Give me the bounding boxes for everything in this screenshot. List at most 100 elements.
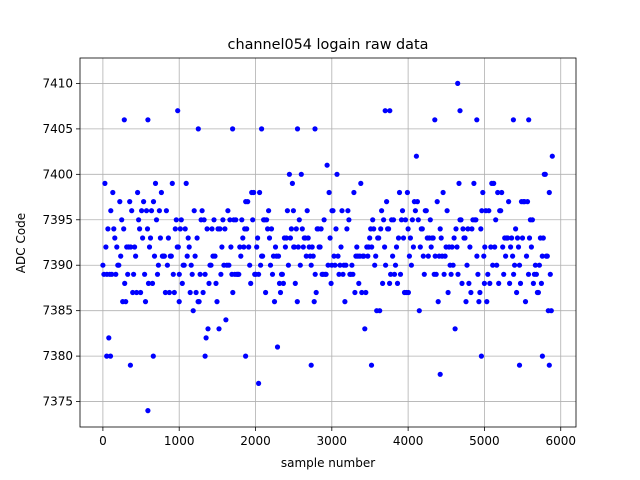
- data-point: [369, 244, 375, 250]
- data-point: [300, 244, 306, 250]
- data-point: [538, 280, 545, 286]
- data-point: [475, 271, 481, 277]
- data-point: [216, 326, 222, 332]
- data-point: [405, 289, 411, 296]
- data-point: [142, 299, 149, 305]
- data-point: [480, 189, 486, 196]
- data-point: [372, 262, 378, 268]
- data-point: [404, 189, 410, 196]
- data-point: [190, 308, 196, 314]
- data-point: [227, 217, 233, 223]
- data-point: [142, 271, 148, 277]
- data-point: [299, 226, 305, 232]
- data-point: [530, 280, 537, 286]
- data-point: [529, 217, 536, 223]
- data-point: [218, 271, 224, 277]
- data-point: [107, 353, 114, 359]
- x-tick-label: 4000: [393, 434, 424, 448]
- data-point: [408, 262, 414, 268]
- data-point: [275, 253, 282, 259]
- data-point: [386, 226, 392, 232]
- plot-frame: [79, 57, 577, 428]
- data-point: [186, 244, 192, 250]
- data-point: [354, 244, 360, 250]
- data-point: [509, 235, 515, 241]
- data-point: [516, 362, 523, 368]
- data-point: [212, 253, 218, 259]
- data-point: [139, 208, 145, 214]
- data-point: [469, 226, 475, 232]
- data-point: [171, 289, 177, 296]
- data-point: [433, 271, 439, 277]
- data-point: [254, 244, 260, 250]
- data-point: [516, 262, 523, 268]
- data-point: [544, 253, 550, 259]
- data-point: [312, 271, 318, 277]
- data-point: [255, 235, 261, 241]
- data-point: [367, 235, 373, 241]
- data-point: [220, 217, 226, 223]
- data-point: [285, 262, 291, 268]
- data-point: [390, 217, 397, 223]
- data-point: [289, 180, 295, 186]
- data-point: [241, 244, 247, 250]
- data-point: [540, 235, 546, 241]
- data-point: [318, 226, 324, 232]
- data-point: [172, 226, 178, 232]
- data-point: [481, 280, 487, 286]
- data-point: [326, 189, 332, 196]
- data-point: [240, 235, 246, 241]
- data-point: [479, 208, 485, 214]
- x-tick-label: 2000: [240, 434, 271, 448]
- data-point: [549, 153, 555, 159]
- data-point: [511, 262, 518, 268]
- data-point: [331, 253, 337, 259]
- data-point: [415, 217, 421, 223]
- data-point: [303, 253, 309, 259]
- data-point: [183, 180, 189, 186]
- x-axis-label: sample number: [281, 456, 375, 470]
- data-point: [151, 253, 158, 259]
- data-point: [388, 271, 394, 277]
- data-point: [236, 271, 242, 277]
- data-point: [225, 208, 231, 214]
- data-point: [148, 208, 155, 214]
- data-point: [196, 299, 202, 305]
- data-point: [382, 108, 388, 114]
- data-point: [526, 117, 532, 123]
- data-point: [462, 235, 468, 241]
- chart-title: channel054 logain raw data: [228, 37, 429, 53]
- data-point: [333, 226, 339, 232]
- data-point: [169, 180, 175, 186]
- data-point: [157, 235, 163, 241]
- data-point: [532, 262, 539, 268]
- data-point: [486, 208, 492, 214]
- data-point: [510, 271, 517, 277]
- y-tick-label: 7410: [42, 76, 73, 90]
- data-point: [152, 180, 159, 186]
- x-tick-label: 6000: [545, 434, 576, 448]
- data-point: [153, 217, 160, 223]
- data-point: [346, 217, 352, 223]
- data-point: [108, 208, 114, 214]
- data-point: [513, 226, 519, 232]
- data-point: [188, 262, 194, 268]
- data-point: [395, 235, 402, 241]
- data-point: [330, 208, 336, 214]
- data-point: [474, 117, 480, 123]
- data-point: [226, 262, 232, 268]
- data-point: [473, 217, 479, 223]
- data-point: [219, 244, 225, 250]
- data-point: [380, 280, 386, 286]
- data-point: [488, 244, 494, 250]
- data-point: [267, 262, 274, 268]
- data-point: [482, 244, 488, 250]
- data-point: [251, 189, 257, 196]
- data-point: [416, 308, 422, 314]
- data-point: [205, 326, 211, 332]
- data-point: [282, 244, 288, 250]
- data-point: [339, 208, 345, 214]
- data-point: [168, 253, 174, 259]
- data-point: [351, 189, 357, 196]
- data-point: [338, 244, 344, 250]
